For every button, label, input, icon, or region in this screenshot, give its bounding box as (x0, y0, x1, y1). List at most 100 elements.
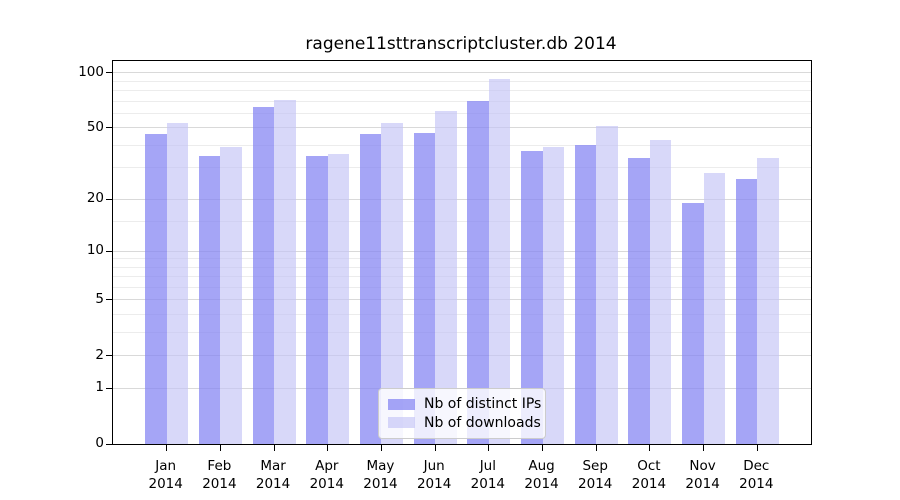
x-tick (488, 445, 490, 451)
gridline-minor (113, 266, 811, 268)
x-tick-label-year: 2014 (524, 476, 559, 492)
bar-distinct-ips-nov (682, 203, 704, 444)
x-tick-label-year: 2014 (578, 476, 613, 492)
x-tick-label-year: 2014 (202, 476, 237, 492)
bar-downloads-jul (488, 78, 511, 444)
x-tick-label-month: Apr (315, 458, 339, 474)
x-tick-label-month: Jun (423, 458, 445, 474)
gridline-minor (113, 80, 811, 82)
bar-downloads-apr (327, 153, 350, 444)
gridline-minor (113, 100, 811, 102)
x-tick-label-year: 2014 (255, 476, 291, 492)
x-tick-label-month: Aug (528, 458, 555, 474)
x-tick-label: Apr 2014 (295, 457, 359, 493)
x-tick-label: Feb 2014 (187, 457, 251, 493)
x-tick (703, 445, 705, 451)
legend-label-downloads: Nb of downloads (424, 414, 541, 431)
gridline-minor (113, 286, 811, 288)
x-tick (219, 445, 221, 451)
bar-distinct-ips-oct (628, 158, 650, 444)
y-tick (106, 443, 112, 445)
gridline-minor (113, 167, 811, 169)
gridline-minor (113, 112, 811, 114)
bar-distinct-ips-may (359, 134, 382, 444)
bar-distinct-ips-jul (467, 101, 489, 444)
x-tick-label: Jul 2014 (456, 457, 520, 493)
bar-downloads-nov (703, 173, 726, 444)
x-tick (166, 445, 168, 451)
x-tick (756, 445, 758, 451)
gridline-major (113, 299, 811, 301)
y-tick (106, 355, 112, 357)
plot-area: Nb of distinct IPs Nb of downloads (106, 60, 812, 451)
x-tick-label-year: 2014 (631, 476, 667, 492)
gridline-minor (113, 314, 811, 316)
y-tick (106, 127, 112, 129)
y-tick (106, 72, 112, 74)
y-tick (106, 250, 112, 252)
y-tick-label: 100 (78, 63, 104, 80)
bar-distinct-ips-aug (521, 151, 543, 444)
x-tick-label-year: 2014 (470, 476, 506, 492)
bar-downloads-dec (757, 158, 779, 444)
chart-title: ragene11sttranscriptcluster.db 2014 (305, 34, 617, 54)
gridline-minor (113, 276, 811, 278)
gridline-major (113, 198, 811, 200)
y-tick (106, 387, 112, 389)
gridline-minor (113, 220, 811, 222)
x-tick-label: Jan 2014 (134, 457, 198, 493)
x-tick-label-month: Dec (743, 458, 770, 474)
x-tick-label: Nov 2014 (671, 457, 735, 493)
x-tick (380, 445, 382, 451)
x-tick-label-month: Jan (155, 458, 177, 474)
y-tick-label: 1 (95, 379, 104, 396)
x-tick-label-year: 2014 (148, 476, 183, 492)
y-tick-label: 0 (95, 435, 104, 451)
bar-distinct-ips-dec (735, 178, 758, 444)
bar-downloads-sep (596, 126, 618, 444)
x-tick-label-month: May (366, 458, 395, 474)
bar-downloads-feb (220, 147, 242, 444)
bar-downloads-oct (649, 139, 672, 444)
x-tick-label-year: 2014 (309, 476, 344, 492)
x-tick (649, 445, 651, 451)
x-tick (327, 445, 329, 451)
bar-distinct-ips-jan (145, 134, 167, 444)
legend-label-distinct-ips: Nb of distinct IPs (424, 396, 542, 413)
legend-swatch-distinct-ips-icon (388, 398, 415, 410)
bar-distinct-ips-jun (413, 132, 436, 444)
bar-distinct-ips-feb (198, 155, 221, 444)
y-tick-label: 50 (86, 118, 104, 135)
gridline-minor (113, 144, 811, 146)
gridline-minor (113, 332, 811, 333)
x-tick-label: Aug 2014 (510, 457, 574, 493)
x-tick (434, 445, 436, 451)
x-tick-label-year: 2014 (685, 476, 720, 492)
bar-downloads-mar (274, 100, 296, 444)
x-tick-label-year: 2014 (739, 476, 774, 492)
bar-distinct-ips-apr (306, 155, 328, 444)
x-tick-label: Jun 2014 (402, 457, 466, 493)
x-tick (542, 445, 544, 451)
bar-downloads-aug (542, 147, 564, 444)
gridline-minor (113, 90, 811, 92)
gridline-major (113, 127, 811, 129)
gridline-major (113, 250, 811, 252)
gridline-major (113, 355, 811, 357)
x-tick-label-month: Jul (479, 458, 496, 474)
y-tick-label: 20 (86, 190, 104, 207)
x-tick-label-month: Nov (689, 458, 716, 474)
x-tick-label: Mar 2014 (241, 457, 305, 493)
bar-downloads-jan (166, 123, 189, 444)
x-tick-label-year: 2014 (416, 476, 452, 492)
gridline-minor (113, 258, 811, 260)
legend-item-distinct-ips: Nb of distinct IPs (388, 395, 541, 414)
y-tick (106, 198, 112, 200)
gridline-major (113, 72, 811, 74)
bar-distinct-ips-sep (574, 145, 597, 444)
x-tick-label: Oct 2014 (617, 457, 681, 493)
bar-downloads-jun (435, 110, 457, 444)
legend-swatch-downloads-icon (388, 417, 415, 429)
x-tick-label-month: Mar (260, 458, 286, 474)
